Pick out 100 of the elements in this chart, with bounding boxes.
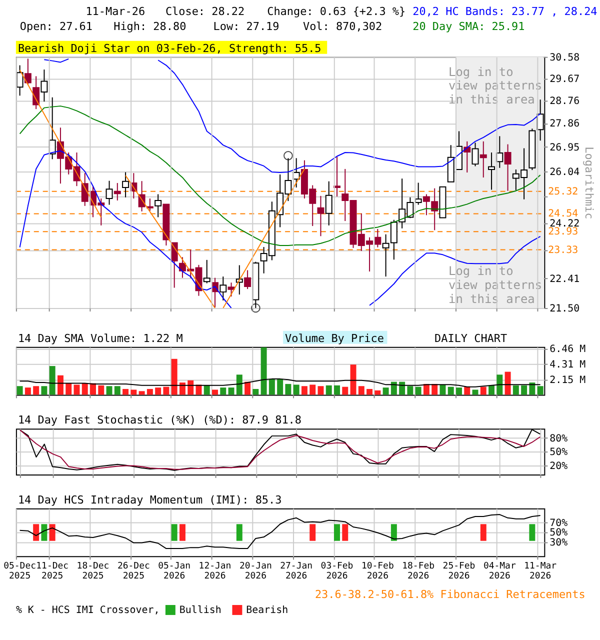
bar [130, 390, 137, 395]
text: Close: 28.22 [165, 4, 245, 18]
candlestick [464, 140, 471, 174]
candlestick [325, 180, 332, 226]
bar [521, 385, 528, 395]
candlestick [504, 144, 512, 192]
candlestick [16, 64, 24, 96]
ref-line-label: 25.32 [548, 186, 578, 198]
x-tick-label: 18-Feb 2026 [402, 562, 435, 582]
x-tick-label: 03-Feb 2026 [320, 562, 354, 582]
bar [82, 383, 88, 395]
y-tick-label: 30% [550, 537, 568, 548]
text: 20 Day SMA: 25.91 [412, 20, 525, 33]
bar [382, 388, 389, 395]
bar [529, 382, 536, 395]
bar [98, 385, 104, 395]
x-tick-label: 12-Jan 2026 [198, 562, 232, 582]
bar [350, 364, 356, 395]
y-tick-label: 4.31 M [550, 359, 586, 370]
bar [114, 386, 120, 395]
x-tick-label: 27-Jan 2026 [280, 562, 313, 582]
y-tick-label: 22.41 [550, 274, 580, 285]
candlestick [414, 182, 422, 206]
bar [74, 384, 80, 395]
text: High: 28.80 [114, 20, 186, 33]
bar [90, 383, 96, 395]
bar [310, 384, 316, 395]
bar [301, 386, 308, 395]
line-series [19, 106, 541, 246]
y-tick-label: 30.58 [550, 52, 580, 64]
line-series [19, 378, 541, 388]
line-series [19, 514, 541, 550]
bar [472, 390, 478, 395]
x-tick-label: 18-Dec 2025 [76, 562, 110, 582]
text: Open: 27.61 [20, 20, 92, 33]
candlestick [472, 142, 479, 167]
text: Low: 27.19 [213, 20, 280, 33]
candlestick [40, 69, 48, 102]
bar [49, 366, 56, 395]
text: Volume By Price [285, 332, 384, 345]
chart-title: 14 Day SMA Volume: 1.22 M [18, 332, 184, 345]
ref-line-label: 24.54 [548, 208, 578, 220]
text: 23.6-38.2-50-61.8% Fibonacci Retracements [314, 588, 586, 602]
bar [318, 386, 324, 395]
candlestick [480, 140, 487, 178]
bar [244, 382, 251, 395]
x-tick-label: 25-Feb 2026 [442, 562, 476, 582]
bar [16, 386, 23, 395]
bar [204, 385, 210, 395]
candlestick [32, 76, 40, 110]
bar [366, 388, 373, 395]
y-tick-label: 26.04 [550, 166, 580, 178]
bar [188, 380, 194, 395]
bar [415, 386, 422, 395]
legend-title: % K - HCS IMI Crossover, [16, 604, 160, 616]
candlestick [244, 270, 252, 290]
bar [334, 385, 340, 395]
bar [155, 388, 162, 395]
bar [358, 386, 364, 395]
bar [440, 384, 446, 395]
candlestick [154, 194, 162, 218]
candlestick [114, 182, 121, 201]
bar [24, 388, 31, 395]
y-tick-label: 80% [550, 433, 568, 444]
bar [326, 385, 332, 395]
y-tick-label: 29.67 [550, 74, 580, 85]
x-tick-label: 05-Jan 2026 [158, 562, 191, 582]
bar [236, 374, 242, 395]
candlestick [24, 58, 32, 86]
bar [504, 372, 511, 395]
y-tick-label: 6.46 M [550, 344, 586, 355]
y-axis-title: Logarithmic [582, 146, 596, 220]
bar [512, 385, 519, 395]
candlestick [122, 172, 130, 198]
bar [480, 386, 486, 395]
x-tick-label: 04-Mar 2026 [483, 562, 516, 582]
candlestick [106, 180, 113, 206]
bar [228, 388, 234, 395]
bar [212, 390, 218, 395]
bar [407, 386, 414, 395]
bar [57, 375, 64, 395]
y-tick-label: 2.15 M [550, 374, 586, 386]
text: Bearish Doji Star on 03-Feb-26, Strength: 55.5 [18, 42, 322, 55]
bar [179, 382, 186, 395]
x-tick-label: 11-Mar 2026 [524, 562, 558, 582]
bar [163, 386, 170, 395]
legend-label: Bullish [179, 604, 222, 616]
text: DAILY CHART [434, 332, 508, 345]
bar [277, 378, 284, 395]
candlestick [236, 264, 243, 296]
legend-label: Bearish [246, 604, 288, 616]
x-tick-label: 20-Jan 2026 [239, 562, 272, 582]
bar [41, 386, 48, 395]
candlestick [488, 152, 496, 190]
bar [456, 388, 462, 395]
bar [496, 374, 503, 395]
chart-title: 14 Day HCS Intraday Momentum (IMI): 85.3 [18, 493, 282, 506]
bar [537, 386, 544, 395]
bar [285, 384, 292, 395]
bar [171, 358, 178, 395]
